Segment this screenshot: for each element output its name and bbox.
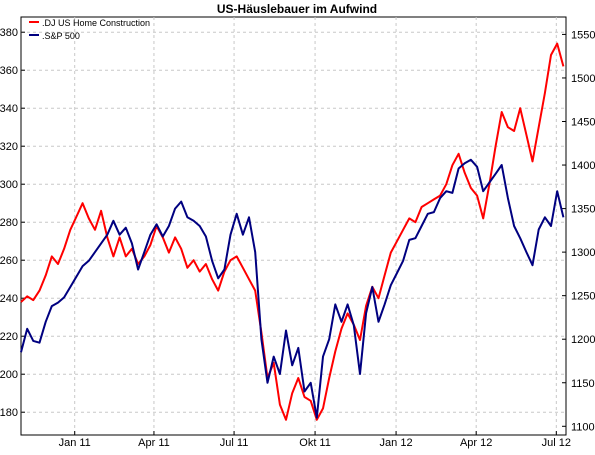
left-tick-label: 220 bbox=[0, 331, 18, 343]
x-axis: Jan 11 Apr 11 Jul 11 Okt 11 Jan 12 Apr 12 Jul … bbox=[59, 431, 571, 449]
legend: .DJ US Home Construction .S&P 500 bbox=[29, 18, 150, 41]
x-tick-label: Jan 11 bbox=[59, 437, 91, 449]
left-tick-label: 180 bbox=[0, 407, 18, 419]
x-tick-label: Apr 12 bbox=[460, 437, 492, 449]
right-tick-label: 1300 bbox=[571, 247, 595, 259]
right-y-axis: 1100 1150 1200 1250 1300 1350 1400 1450 1500 1550 bbox=[562, 29, 595, 433]
legend-label-home-construction: .DJ US Home Construction bbox=[42, 18, 150, 28]
x-tick-label: Jan 12 bbox=[380, 437, 413, 449]
left-tick-label: 360 bbox=[0, 65, 18, 77]
right-tick-label: 1150 bbox=[571, 378, 595, 390]
chart-title: US-Häuslebauer im Aufwind bbox=[217, 2, 377, 16]
legend-label-sp500: .S&P 500 bbox=[42, 31, 80, 41]
left-y-axis: 180 200 220 240 260 280 300 320 340 360 380 bbox=[0, 27, 25, 419]
right-tick-label: 1550 bbox=[571, 29, 595, 41]
right-tick-label: 1500 bbox=[571, 73, 595, 85]
plot-area bbox=[20, 16, 567, 436]
right-tick-label: 1450 bbox=[571, 117, 595, 129]
series-line-sp500 bbox=[20, 158, 565, 419]
x-tick-label: Jul 12 bbox=[542, 437, 571, 449]
right-tick-label: 1200 bbox=[571, 334, 595, 346]
series-lines bbox=[20, 42, 565, 421]
x-tick-label: Jul 11 bbox=[220, 437, 249, 449]
grid-lines bbox=[21, 17, 566, 435]
left-tick-label: 260 bbox=[0, 255, 18, 267]
left-tick-label: 300 bbox=[0, 179, 18, 191]
series-line-home-construction bbox=[20, 42, 565, 421]
left-tick-label: 200 bbox=[0, 369, 18, 381]
left-tick-label: 380 bbox=[0, 27, 18, 39]
left-tick-label: 280 bbox=[0, 217, 18, 229]
left-tick-label: 320 bbox=[0, 141, 18, 153]
x-tick-label: Apr 11 bbox=[138, 437, 170, 449]
right-tick-label: 1400 bbox=[571, 160, 595, 172]
right-tick-label: 1350 bbox=[571, 204, 595, 216]
left-tick-label: 340 bbox=[0, 103, 18, 115]
x-tick-label: Okt 11 bbox=[299, 437, 331, 449]
right-tick-label: 1100 bbox=[571, 421, 595, 433]
right-tick-label: 1250 bbox=[571, 291, 595, 303]
left-tick-label: 240 bbox=[0, 293, 18, 305]
